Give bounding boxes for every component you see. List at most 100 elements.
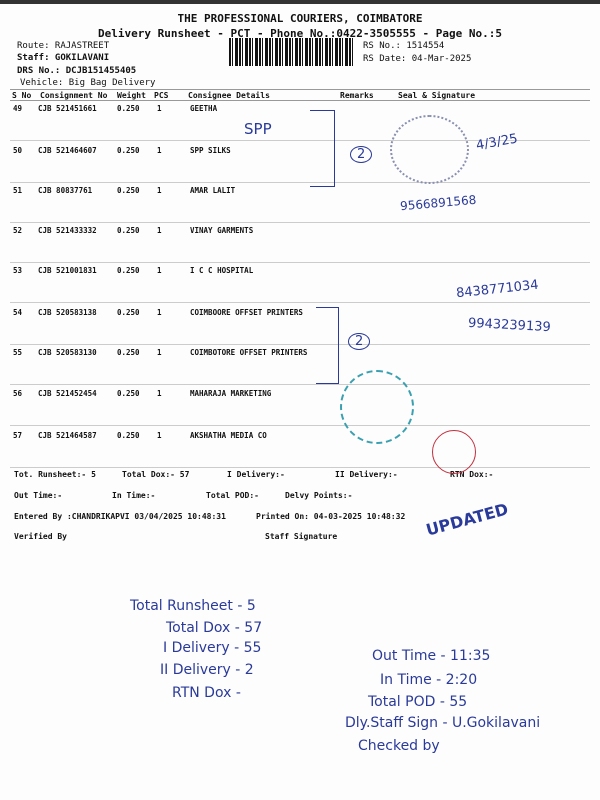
table-row: 57 CJB 521464587 0.250 1 AKSHATHA MEDIA CO	[0, 431, 600, 471]
i-delivery: I Delivery:-	[227, 470, 285, 479]
verified-by: Verified By	[14, 532, 67, 541]
hw-summary-right: Out Time - 11:35	[372, 648, 491, 664]
row-divider	[10, 302, 590, 303]
row-divider	[10, 344, 590, 345]
col-consignee: Consignee Details	[188, 91, 270, 100]
cell-sno: 49	[13, 104, 23, 113]
total-pod: Total POD:-	[206, 491, 259, 500]
hw-summary-right: Dly.Staff Sign - U.Gokilavani	[345, 715, 541, 731]
row-divider	[10, 467, 590, 468]
runsheet-subtitle: Delivery Runsheet - PCT - Phone No.:0422…	[98, 27, 502, 40]
hw-summary-left: II Delivery - 2	[160, 662, 254, 678]
row-divider	[10, 182, 590, 183]
total-dox: Total Dox:- 57	[122, 470, 190, 479]
drs-no: DRS No.: DCJB151455405	[17, 66, 137, 76]
row-divider	[10, 262, 590, 263]
cell-pcs: 1	[157, 308, 162, 317]
barcode	[229, 38, 354, 66]
cell-consignee: VINAY GARMENTS	[190, 226, 254, 235]
rtn-dox: RTN Dox:-	[450, 470, 494, 479]
hw-summary-right: Total POD - 55	[368, 694, 468, 710]
row-divider	[10, 140, 590, 141]
table-row: 52 CJB 521433332 0.250 1 VINAY GARMENTS	[0, 226, 600, 266]
cell-pcs: 1	[157, 146, 162, 155]
col-weight: Weight	[117, 91, 146, 100]
cell-consignee: I C C HOSPITAL	[190, 266, 254, 275]
col-seal: Seal & Signature	[398, 91, 476, 100]
cell-wt: 0.250	[117, 104, 140, 113]
cell-consignee: GEETHA	[190, 104, 218, 113]
cell-cn: CJB 521464607	[38, 146, 97, 155]
hw-circled-2: 2	[348, 333, 371, 350]
cell-wt: 0.250	[117, 431, 140, 440]
table-row: 50 CJB 521464607 0.250 1 SPP SILKS	[0, 146, 600, 186]
cell-sno: 54	[13, 308, 23, 317]
row-divider	[10, 425, 590, 426]
cell-pcs: 1	[157, 186, 162, 195]
cell-cn: CJB 521433332	[38, 226, 97, 235]
company-title: THE PROFESSIONAL COURIERS, COIMBATORE	[177, 12, 423, 25]
hw-summary-left: Total Dox - 57	[166, 620, 263, 636]
cell-consignee: MAHARAJA MARKETING	[190, 389, 272, 398]
hw-summary-left: RTN Dox -	[172, 685, 241, 701]
cell-wt: 0.250	[117, 146, 140, 155]
col-consignment: Consignment No	[40, 91, 108, 100]
cell-consignee: COIMBOTORE OFFSET PRINTERS	[190, 348, 308, 357]
cell-pcs: 1	[157, 226, 162, 235]
vehicle: Vehicle: Big Bag Delivery	[20, 78, 156, 88]
cell-pcs: 1	[157, 389, 162, 398]
entered-by: Entered By :CHANDRIKAPVI 03/04/2025 10:4…	[14, 512, 226, 521]
cell-wt: 0.250	[117, 389, 140, 398]
cell-sno: 53	[13, 266, 23, 275]
table-row: 51 CJB 80837761 0.250 1 AMAR LALIT	[0, 186, 600, 226]
divider	[10, 100, 590, 101]
table-row: 54 CJB 520583138 0.250 1 COIMBOORE OFFSET PR…	[0, 308, 600, 348]
table-row: 49 CJB 521451661 0.250 1 GEETHA	[0, 104, 600, 144]
cell-wt: 0.250	[117, 308, 140, 317]
cell-pcs: 1	[157, 104, 162, 113]
col-remarks: Remarks	[340, 91, 374, 100]
cell-cn: CJB 521464587	[38, 431, 97, 440]
printed-on: Printed On: 04-03-2025 10:48:32	[256, 512, 406, 521]
hw-summary-left: I Delivery - 55	[163, 640, 262, 656]
cell-sno: 52	[13, 226, 23, 235]
updated-stamp: UPDATED	[423, 499, 511, 540]
cell-consignee: AKSHATHA MEDIA CO	[190, 431, 267, 440]
cell-pcs: 1	[157, 348, 162, 357]
divider	[10, 89, 590, 90]
cell-pcs: 1	[157, 266, 162, 275]
cell-consignee: SPP SILKS	[190, 146, 231, 155]
cell-cn: CJB 520583130	[38, 348, 97, 357]
cell-sno: 57	[13, 431, 23, 440]
cell-sno: 56	[13, 389, 23, 398]
cell-cn: CJB 80837761	[38, 186, 93, 195]
table-row: 53 CJB 521001831 0.250 1 I C C HOSPITAL	[0, 266, 600, 306]
cell-cn: CJB 521451661	[38, 104, 97, 113]
rs-no: RS No.: 1514554	[363, 41, 445, 51]
cell-cn: CJB 520583138	[38, 308, 97, 317]
hw-spp: SPP	[244, 120, 272, 138]
red-stamp	[432, 430, 476, 474]
hw-summary-left: Total Runsheet - 5	[130, 598, 256, 614]
cell-cn: CJB 521001831	[38, 266, 97, 275]
hw-circled-2: 2	[350, 146, 373, 163]
hw-summary-right: In Time - 2:20	[380, 672, 478, 688]
cell-pcs: 1	[157, 431, 162, 440]
cell-consignee: COIMBOORE OFFSET PRINTERS	[190, 308, 303, 317]
cell-sno: 51	[13, 186, 23, 195]
cell-wt: 0.250	[117, 186, 140, 195]
row-divider	[10, 222, 590, 223]
in-time: In Time:-	[112, 491, 156, 500]
rs-date: RS Date: 04-Mar-2025	[363, 54, 472, 64]
hw-summary-right: Checked by	[358, 738, 440, 754]
delvy-points: Delvy Points:-	[285, 491, 353, 500]
row-divider	[10, 384, 590, 385]
table-row: 55 CJB 520583130 0.250 1 COIMBOTORE OFFSET P…	[0, 348, 600, 388]
staff: Staff: GOKILAVANI	[17, 53, 110, 63]
cell-wt: 0.250	[117, 348, 140, 357]
cell-cn: CJB 521452454	[38, 389, 97, 398]
tot-runsheet: Tot. Runsheet:- 5	[14, 470, 96, 479]
col-sno: S No	[12, 91, 32, 100]
out-time: Out Time:-	[14, 491, 63, 500]
